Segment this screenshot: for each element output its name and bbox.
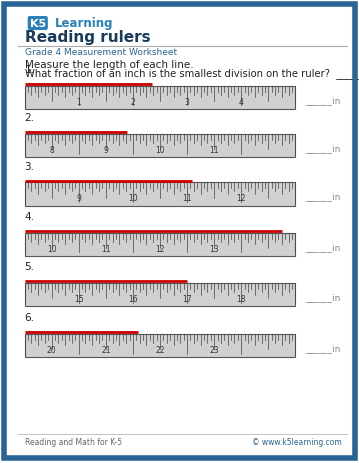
Text: 10: 10 — [128, 194, 138, 203]
Text: 9: 9 — [76, 194, 81, 203]
Text: 4: 4 — [239, 98, 244, 106]
Text: 1.: 1. — [24, 65, 34, 75]
Text: 10: 10 — [155, 145, 165, 155]
Text: 5.: 5. — [24, 262, 34, 272]
Text: 3: 3 — [185, 98, 190, 106]
Text: 11: 11 — [101, 244, 111, 253]
Text: 17: 17 — [182, 294, 192, 303]
Text: K5: K5 — [30, 19, 46, 29]
Bar — [24, 135, 295, 158]
Text: 13: 13 — [209, 244, 219, 253]
Text: Reading rulers: Reading rulers — [24, 30, 150, 45]
Text: 8: 8 — [49, 145, 54, 155]
Text: 21: 21 — [101, 345, 111, 354]
Text: 4.: 4. — [24, 212, 34, 221]
Bar — [24, 233, 295, 257]
Text: 3.: 3. — [24, 161, 34, 171]
Text: ______in: ______in — [305, 292, 341, 301]
Text: Learning: Learning — [55, 18, 113, 31]
Text: 12: 12 — [237, 194, 246, 203]
Text: Reading and Math for K-5: Reading and Math for K-5 — [24, 437, 122, 446]
Text: 18: 18 — [237, 294, 246, 303]
Text: What fraction of an inch is the smallest division on the ruler?  _____: What fraction of an inch is the smallest… — [24, 68, 359, 79]
Text: Grade 4 Measurement Worksheet: Grade 4 Measurement Worksheet — [24, 48, 177, 57]
Bar — [24, 183, 295, 206]
Text: ______in: ______in — [305, 343, 341, 352]
Text: 9: 9 — [103, 145, 108, 155]
Text: 2: 2 — [131, 98, 135, 106]
Text: 10: 10 — [47, 244, 56, 253]
Text: 6.: 6. — [24, 313, 34, 322]
Bar — [24, 334, 295, 357]
Text: 1: 1 — [76, 98, 81, 106]
Bar — [24, 87, 295, 110]
Text: 12: 12 — [155, 244, 165, 253]
Text: ______in: ______in — [305, 192, 341, 201]
Text: 11: 11 — [182, 194, 192, 203]
Text: ______in: ______in — [305, 144, 341, 152]
Text: 15: 15 — [74, 294, 84, 303]
Text: ______in: ______in — [305, 95, 341, 105]
Text: 2.: 2. — [24, 113, 34, 123]
Text: © www.k5learning.com: © www.k5learning.com — [252, 437, 342, 446]
Text: 22: 22 — [155, 345, 165, 354]
Text: Measure the length of each line.: Measure the length of each line. — [24, 59, 193, 69]
Text: 11: 11 — [209, 145, 219, 155]
Text: 23: 23 — [209, 345, 219, 354]
Text: 16: 16 — [128, 294, 138, 303]
Bar — [24, 283, 295, 307]
Text: 20: 20 — [47, 345, 56, 354]
Text: ______in: ______in — [305, 242, 341, 251]
